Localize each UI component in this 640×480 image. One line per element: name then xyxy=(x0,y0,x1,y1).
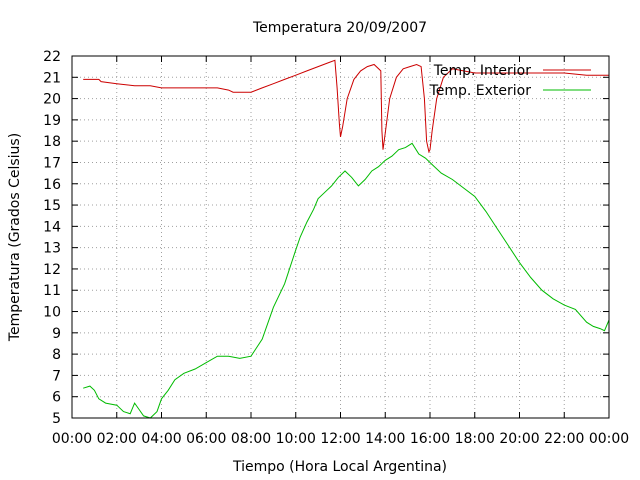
x-tick-label: 06:00 xyxy=(186,431,226,447)
y-tick-label: 9 xyxy=(52,326,61,342)
tick-layer: 00:00 02:00 04:00 06:00 08:00 10:00 12:00 14:00… xyxy=(43,49,629,447)
chart-title: Temperatura 20/09/2007 xyxy=(252,20,427,36)
y-tick-label: 14 xyxy=(43,219,61,235)
y-axis-label: Temperatura (Grados Celsius) xyxy=(7,133,23,342)
y-tick-label: 15 xyxy=(43,198,61,214)
legend: Temp. Interior Temp. Exterior xyxy=(429,63,591,99)
x-tick-label: 20:00 xyxy=(499,431,539,447)
y-tick-label: 18 xyxy=(43,134,61,150)
x-tick-label: 22:00 xyxy=(544,431,584,447)
x-tick-label: 00:00 xyxy=(52,431,92,447)
y-tick-label: 8 xyxy=(52,347,61,363)
x-axis-label: Tiempo (Hora Local Argentina) xyxy=(232,459,447,475)
x-tick-label: 04:00 xyxy=(141,431,181,447)
x-tick-label: 00:00 xyxy=(589,431,629,447)
y-tick-label: 7 xyxy=(52,368,61,384)
y-tick-label: 10 xyxy=(43,305,61,321)
x-tick-label: 02:00 xyxy=(97,431,137,447)
grid-lines xyxy=(72,56,609,418)
y-tick-label: 19 xyxy=(43,113,61,129)
y-tick-label: 13 xyxy=(43,241,61,257)
x-tick-label: 08:00 xyxy=(231,431,271,447)
x-tick-label: 16:00 xyxy=(410,431,450,447)
x-tick-label: 14:00 xyxy=(365,431,405,447)
y-tick-label: 20 xyxy=(43,92,61,108)
y-tick-label: 12 xyxy=(43,262,61,278)
x-tick-label: 18:00 xyxy=(455,431,495,447)
y-tick-label: 6 xyxy=(52,390,61,406)
y-tick-label: 21 xyxy=(43,70,61,86)
y-tick-label: 11 xyxy=(43,283,61,299)
legend-label-exterior: Temp. Exterior xyxy=(429,83,532,99)
y-tick-label: 5 xyxy=(52,411,61,427)
y-tick-label: 16 xyxy=(43,177,61,193)
series-line-interior xyxy=(83,59,609,154)
y-tick-label: 22 xyxy=(43,49,61,65)
x-tick-label: 10:00 xyxy=(276,431,316,447)
x-tick-label: 12:00 xyxy=(320,431,360,447)
y-tick-label: 17 xyxy=(43,155,61,171)
legend-label-interior: Temp. Interior xyxy=(433,63,532,79)
